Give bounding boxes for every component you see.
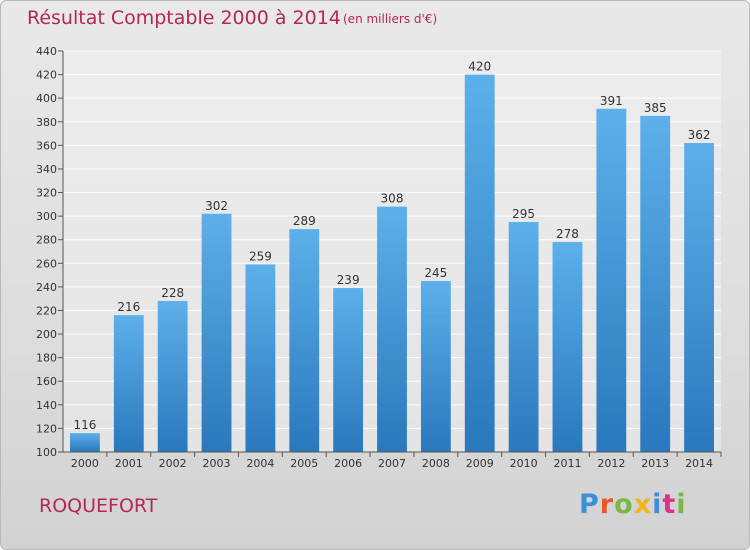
- bar-value-label: 239: [337, 273, 360, 287]
- logo-letter: x: [633, 489, 653, 520]
- x-tick-label: 2004: [246, 457, 274, 470]
- bar-value-label: 420: [468, 60, 491, 74]
- x-tick-label: 2011: [553, 457, 581, 470]
- y-tick-label: 240: [36, 281, 57, 294]
- x-tick-label: 2012: [597, 457, 625, 470]
- x-tick-label: 2010: [510, 457, 538, 470]
- bar-value-label: 302: [205, 199, 228, 213]
- bar-value-label: 216: [117, 300, 140, 314]
- bar: [640, 115, 671, 452]
- y-tick-label: 220: [36, 304, 57, 317]
- y-tick-label: 400: [36, 92, 57, 105]
- bar: [508, 222, 539, 452]
- logo-letter: P: [579, 489, 600, 520]
- y-tick-label: 180: [36, 352, 57, 365]
- x-tick-label: 2007: [378, 457, 406, 470]
- bar-value-label: 289: [293, 214, 316, 228]
- logo-letter: i: [652, 489, 663, 520]
- bar-value-label: 259: [249, 249, 272, 263]
- bar-value-label: 295: [512, 207, 535, 221]
- x-tick-label: 2005: [290, 457, 318, 470]
- bar: [289, 229, 320, 452]
- bar: [377, 206, 407, 452]
- y-tick-label: 200: [36, 328, 57, 341]
- y-tick-label: 140: [36, 399, 57, 412]
- chart-subtitle: (en milliers d'€): [343, 12, 438, 26]
- x-tick-label: 2009: [466, 457, 494, 470]
- y-tick-label: 380: [36, 116, 57, 129]
- bars: [70, 74, 714, 453]
- bar: [464, 74, 495, 453]
- bar: [201, 213, 232, 452]
- y-axis: 100 120 140 160 180 200 220 240 260 280 300 320 340 3…: [36, 45, 64, 459]
- x-tick-label: 2003: [203, 457, 231, 470]
- bar-value-label: 391: [600, 94, 623, 108]
- bar-value-label: 245: [424, 266, 447, 280]
- bar: [552, 242, 583, 452]
- logo-letter: i: [676, 489, 687, 520]
- x-tick-label: 2002: [159, 457, 187, 470]
- bar-value-label: 278: [556, 227, 579, 241]
- bar: [157, 301, 188, 452]
- y-tick-label: 300: [36, 210, 57, 223]
- y-tick-label: 360: [36, 139, 57, 152]
- logo-letter: t: [662, 489, 677, 520]
- y-tick-label: 160: [36, 375, 57, 388]
- x-tick-label: 2000: [71, 457, 99, 470]
- bar-value-label: 308: [381, 192, 404, 206]
- proxiti-logo: Proxiti: [579, 489, 687, 520]
- bar: [245, 264, 276, 452]
- bar: [333, 288, 364, 452]
- x-axis: 2000 2001 2002 2003 2004 2005 2006 2007 2008 2009…: [63, 451, 722, 470]
- y-tick-label: 320: [36, 187, 57, 200]
- bar-value-label: 385: [644, 101, 667, 115]
- x-tick-label: 2006: [334, 457, 362, 470]
- x-tick-label: 2014: [685, 457, 713, 470]
- bar-value-label: 116: [73, 418, 96, 432]
- y-tick-label: 100: [36, 446, 57, 459]
- bar-value-label: 362: [688, 128, 711, 142]
- x-tick-label: 2013: [641, 457, 669, 470]
- y-tick-label: 340: [36, 163, 57, 176]
- y-tick-label: 260: [36, 257, 57, 270]
- bar: [684, 142, 714, 452]
- x-tick-label: 2001: [115, 457, 143, 470]
- bar: [420, 280, 451, 452]
- y-tick-label: 120: [36, 422, 57, 435]
- commune-name: ROQUEFORT: [39, 495, 158, 517]
- bar-value-label: 228: [161, 286, 184, 300]
- bar: [596, 108, 627, 453]
- logo-letter: o: [614, 489, 634, 520]
- logo-letter: r: [599, 489, 615, 520]
- y-tick-label: 280: [36, 234, 57, 247]
- data-labels: 116 216 228 302 259 289 239 308 245 420 295 278 391 3…: [73, 60, 710, 433]
- y-tick-label: 440: [36, 45, 57, 58]
- bar: [70, 433, 100, 452]
- y-tick-label: 420: [36, 69, 57, 82]
- bar: [113, 315, 144, 452]
- x-tick-label: 2008: [422, 457, 450, 470]
- chart-title: Résultat Comptable 2000 à 2014: [27, 7, 341, 29]
